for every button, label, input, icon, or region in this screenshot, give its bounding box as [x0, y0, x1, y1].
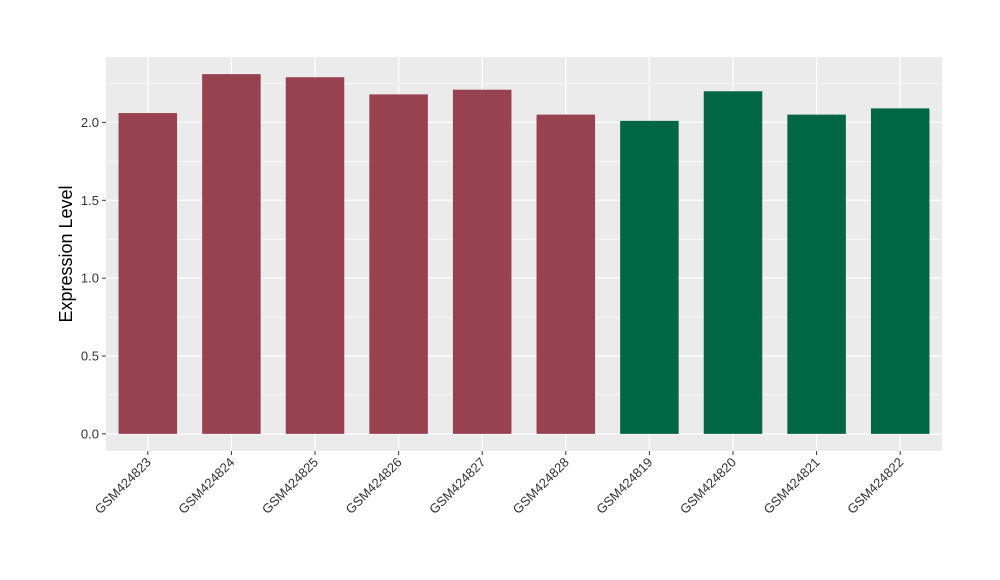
bar-GSM424823 — [118, 113, 178, 434]
x-tick-label: GSM424822 — [844, 455, 906, 517]
bar-GSM424825 — [285, 77, 345, 434]
x-tick-label: GSM424828 — [510, 455, 572, 517]
y-tick-label: 1.0 — [81, 271, 99, 286]
y-axis: 0.0 0.5 1.0 1.5 2.0 — [81, 115, 106, 441]
bar-GSM424821 — [787, 114, 846, 434]
bar-GSM424826 — [369, 94, 428, 434]
x-tick-label: GSM424824 — [175, 455, 237, 517]
y-tick-label: 2.0 — [81, 115, 99, 130]
bar-GSM424822 — [870, 108, 930, 434]
y-axis-title: Expression Level — [56, 185, 76, 322]
bar-GSM424828 — [536, 114, 596, 434]
bar-GSM424819 — [620, 120, 679, 434]
x-tick-label: GSM424820 — [677, 455, 739, 517]
x-tick-label: GSM424821 — [760, 455, 822, 517]
y-tick-label: 0.0 — [81, 426, 99, 441]
x-tick-label: GSM424826 — [342, 455, 404, 517]
y-tick-label: 1.5 — [81, 193, 99, 208]
x-tick-label: GSM424827 — [426, 455, 488, 517]
bars — [118, 74, 930, 434]
x-axis: GSM424823 GSM424824 GSM424825 GSM424826 GSM4… — [92, 451, 906, 517]
bar-GSM424827 — [452, 89, 512, 434]
x-tick-label: GSM424823 — [92, 455, 154, 517]
x-tick-label: GSM424819 — [593, 455, 655, 517]
bar-GSM424820 — [703, 91, 763, 434]
x-tick-label: GSM424825 — [259, 455, 321, 517]
bar-GSM424824 — [202, 74, 261, 434]
y-tick-label: 0.5 — [81, 349, 99, 364]
